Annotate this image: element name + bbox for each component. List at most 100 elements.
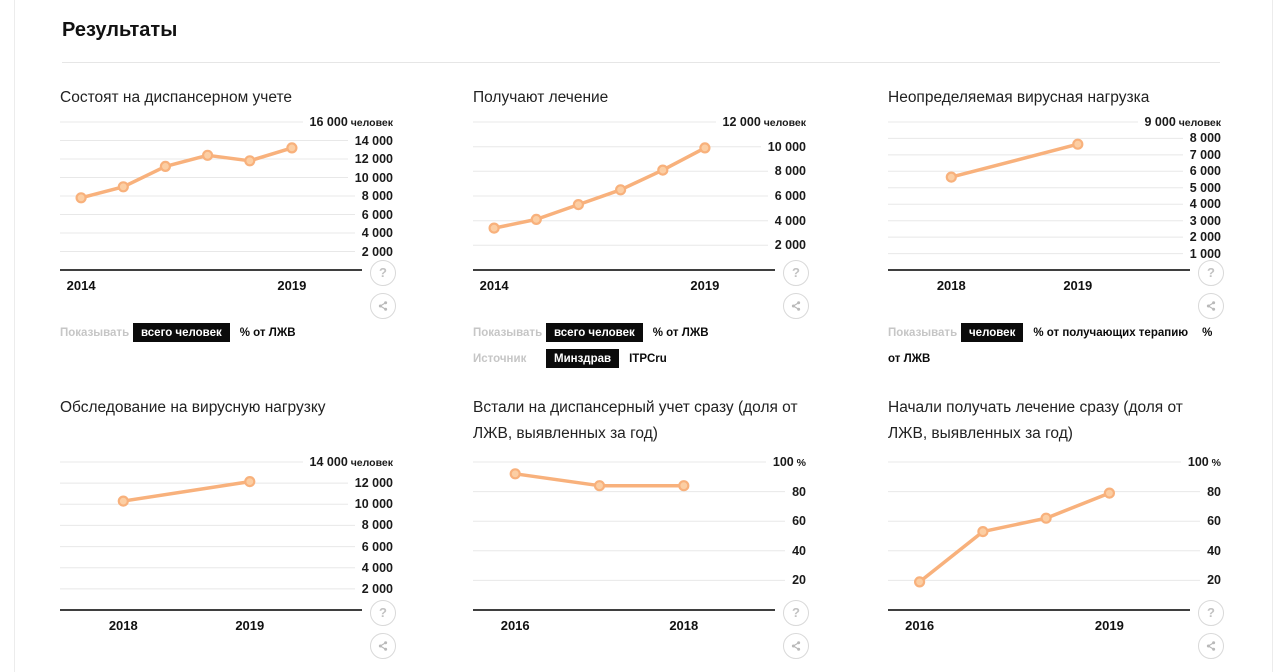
y-axis-label: 80	[1200, 482, 1221, 501]
help-button[interactable]: ?	[783, 600, 809, 626]
y-axis-value: 8 000	[774, 164, 806, 179]
y-axis-label: 9 000 человек	[1137, 113, 1221, 131]
y-axis-value: 12 000	[354, 152, 393, 166]
toggle-option-selected[interactable]: Минздрав	[546, 349, 620, 368]
chart-title: Обследование на вирусную нагрузку	[60, 399, 326, 416]
share-button[interactable]	[370, 293, 396, 319]
x-axis-label: 2018	[108, 618, 138, 633]
y-axis-label: 10 000	[760, 137, 806, 156]
question-mark-icon: ?	[1207, 265, 1215, 280]
y-axis-value: 10 000	[354, 497, 393, 512]
y-axis-label: 6 000	[767, 187, 806, 205]
share-button[interactable]	[783, 293, 809, 319]
y-axis-value: 8 000	[1189, 131, 1221, 146]
data-point	[202, 149, 214, 161]
y-axis-unit: %	[1208, 457, 1221, 469]
x-axis-label: 2019	[1063, 278, 1093, 293]
help-button[interactable]: ?	[370, 260, 396, 286]
y-axis-value: 14 000	[309, 455, 348, 469]
chart-panel-2: Получают лечение 12 000 человек 10 000 8 00…	[473, 85, 809, 372]
share-button[interactable]	[1198, 633, 1224, 659]
y-axis-value: 10 000	[354, 170, 393, 185]
question-mark-icon: ?	[792, 605, 800, 620]
page-right-edge	[1272, 0, 1273, 672]
share-button[interactable]	[1198, 293, 1224, 319]
toggle-option[interactable]: % от получающих терапию	[1033, 327, 1189, 339]
help-button[interactable]: ?	[370, 600, 396, 626]
y-axis-value: 16 000	[309, 115, 348, 129]
y-axis-unit: человек	[347, 117, 393, 129]
data-point	[117, 181, 129, 193]
y-axis-value: 2 000	[361, 581, 393, 596]
x-axis-label: 2019	[235, 618, 265, 633]
y-axis-label: 80	[785, 482, 806, 501]
chart-plot-area: 9 000 человек 8 000 7 000 6 000 5 000 4 000 3 …	[888, 113, 1224, 319]
y-axis-value: 4 000	[774, 213, 806, 228]
data-line	[917, 491, 1112, 584]
chart-title: Состоят на диспансерном учете	[60, 89, 293, 106]
y-axis-value: 14 000	[354, 133, 393, 148]
y-axis-label: 100 %	[765, 453, 806, 471]
help-button[interactable]: ?	[783, 260, 809, 286]
chart-controls: Показывать всего человек % от ЛЖВ	[60, 320, 393, 346]
y-axis-label: 6 000	[354, 537, 393, 556]
question-mark-icon: ?	[379, 265, 387, 280]
toggle-option-selected[interactable]: всего человек	[133, 323, 230, 342]
data-point	[1103, 487, 1115, 499]
line-chart-svg	[473, 461, 786, 611]
y-axis-label: 14 000	[347, 131, 393, 150]
y-axis-value: 6 000	[774, 189, 806, 203]
y-axis-unit: человек	[760, 117, 806, 129]
chart-plot-area: 14 000 человек 12 000 10 000 8 000 6 000 4 00…	[60, 453, 396, 659]
y-axis-label: 100 %	[1180, 453, 1221, 471]
y-axis-label: 8 000	[767, 162, 806, 181]
y-axis-value: 5 000	[1189, 180, 1221, 195]
y-axis-value: 60	[1207, 514, 1221, 529]
y-axis-label: 4 000	[354, 558, 393, 577]
data-line	[121, 479, 252, 503]
data-point	[1072, 138, 1084, 150]
control-label: Показывать	[473, 327, 543, 339]
question-mark-icon: ?	[1207, 605, 1215, 620]
y-axis-label: 10 000	[347, 168, 393, 187]
chart-plot-area: 100 % 80 60 40 20 2016 2018?	[473, 453, 809, 659]
toggle-option[interactable]: % от ЛЖВ	[888, 327, 1213, 365]
y-axis-value: 1 000	[1189, 246, 1221, 261]
share-icon	[1206, 641, 1216, 651]
y-axis-label: 3 000	[1182, 211, 1221, 230]
toggle-option[interactable]: % от ЛЖВ	[239, 327, 296, 339]
data-point	[699, 142, 711, 154]
data-point	[977, 525, 989, 538]
chart-plot-area: 16 000 человек 14 000 12 000 10 000 8 000 6 0…	[60, 113, 396, 319]
toggle-option[interactable]: % от ЛЖВ	[652, 327, 709, 339]
y-axis-value: 12 000	[354, 476, 393, 491]
data-line	[949, 142, 1080, 179]
toggle-option[interactable]: ITPCru	[629, 353, 667, 365]
share-button[interactable]	[783, 633, 809, 659]
page-title: Результаты	[62, 19, 178, 41]
data-point	[75, 192, 87, 204]
chart-panel-3: Неопределяемая вирусная нагрузка 9 000 че…	[888, 85, 1224, 372]
y-axis-label: 16 000 человек	[302, 113, 393, 131]
y-axis-label: 2 000	[354, 242, 393, 261]
y-axis-label: 12 000	[347, 150, 393, 168]
y-axis-value: 20	[1207, 573, 1221, 588]
data-point	[286, 142, 298, 154]
line-chart-svg	[888, 461, 1201, 611]
y-axis-value: 100	[1187, 455, 1209, 469]
toggle-option-selected[interactable]: всего человек	[546, 323, 643, 342]
y-axis-label: 12 000	[347, 474, 393, 493]
x-axis-label: 2019	[277, 278, 307, 293]
data-line	[492, 146, 707, 230]
y-axis-label: 7 000	[1182, 145, 1221, 164]
toggle-option-selected[interactable]: человек	[961, 323, 1024, 342]
line-chart-svg	[60, 461, 373, 611]
help-button[interactable]: ?	[1198, 600, 1224, 626]
y-axis-value: 2 000	[774, 238, 806, 253]
y-axis-value: 7 000	[1189, 147, 1221, 162]
y-axis-value: 100	[772, 455, 794, 469]
share-button[interactable]	[370, 633, 396, 659]
y-axis-label: 20	[785, 571, 806, 590]
help-button[interactable]: ?	[1198, 260, 1224, 286]
